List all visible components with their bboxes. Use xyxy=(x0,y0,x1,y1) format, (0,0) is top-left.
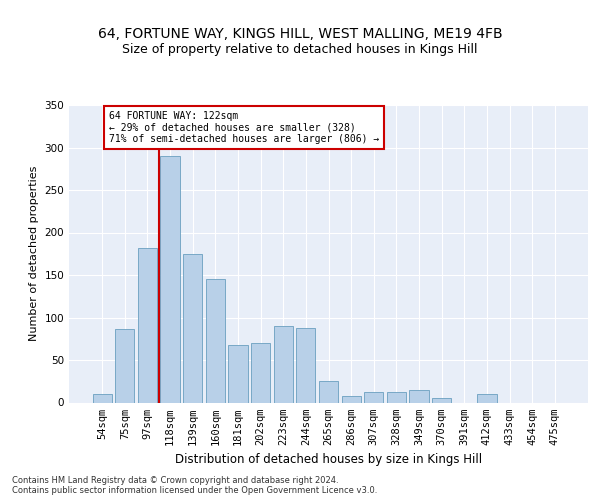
Bar xyxy=(274,326,293,402)
Text: Contains HM Land Registry data © Crown copyright and database right 2024.
Contai: Contains HM Land Registry data © Crown c… xyxy=(12,476,377,495)
Bar xyxy=(432,398,451,402)
Bar xyxy=(138,248,157,402)
Bar xyxy=(229,344,248,403)
Bar xyxy=(477,394,497,402)
Bar xyxy=(115,328,134,402)
Bar xyxy=(296,328,316,402)
Bar xyxy=(206,279,225,402)
Text: Size of property relative to detached houses in Kings Hill: Size of property relative to detached ho… xyxy=(122,42,478,56)
Text: 64, FORTUNE WAY, KINGS HILL, WEST MALLING, ME19 4FB: 64, FORTUNE WAY, KINGS HILL, WEST MALLIN… xyxy=(98,28,502,42)
Bar xyxy=(183,254,202,402)
Bar xyxy=(341,396,361,402)
Bar xyxy=(387,392,406,402)
Y-axis label: Number of detached properties: Number of detached properties xyxy=(29,166,39,342)
Bar xyxy=(160,156,180,402)
Bar xyxy=(251,343,270,402)
Bar xyxy=(364,392,383,402)
Bar xyxy=(409,390,428,402)
X-axis label: Distribution of detached houses by size in Kings Hill: Distribution of detached houses by size … xyxy=(175,453,482,466)
Bar xyxy=(319,381,338,402)
Text: 64 FORTUNE WAY: 122sqm
← 29% of detached houses are smaller (328)
71% of semi-de: 64 FORTUNE WAY: 122sqm ← 29% of detached… xyxy=(109,111,379,144)
Bar xyxy=(92,394,112,402)
